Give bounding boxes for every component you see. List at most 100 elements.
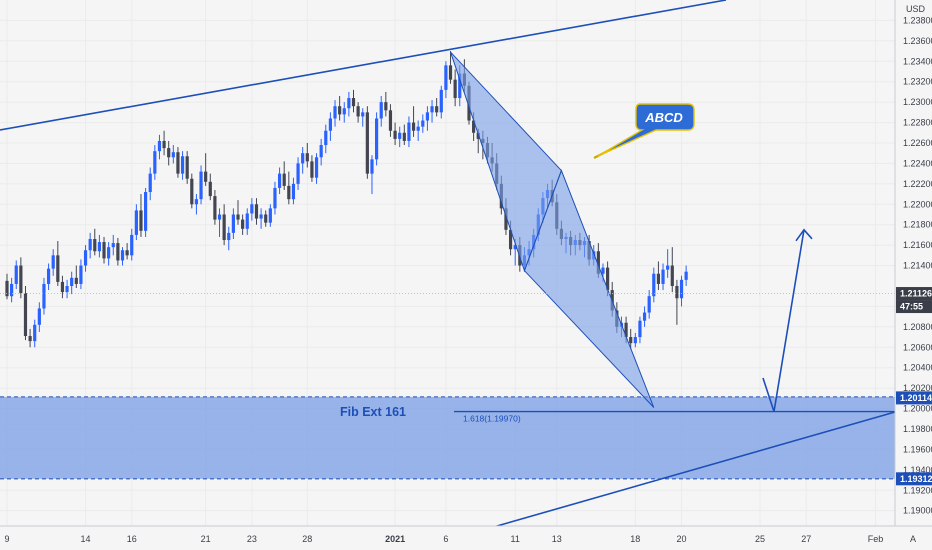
candle-body <box>130 234 134 256</box>
price-tick-label: 1.23200 <box>903 77 932 87</box>
price-tick-label: 1.20200 <box>903 383 932 393</box>
candle-body <box>254 204 259 219</box>
time-tick-label: 14 <box>81 534 91 544</box>
time-tick-label: 6 <box>443 534 448 544</box>
price-tick-label: 1.21600 <box>903 240 932 250</box>
candle-body <box>642 312 647 321</box>
candle-body <box>268 208 272 223</box>
candle-body <box>28 336 32 342</box>
candle-body <box>171 152 175 158</box>
candle-body <box>144 192 148 231</box>
candle-body <box>153 151 157 174</box>
last-price-tag-text: 1.21126 <box>900 289 932 299</box>
candle-body <box>273 187 277 209</box>
candle-body <box>384 102 388 111</box>
candle-body <box>194 199 199 205</box>
candle-body <box>282 173 286 186</box>
candle-body <box>23 293 28 337</box>
candle-body <box>656 273 661 284</box>
time-tick-label: Feb <box>868 534 884 544</box>
candle-body <box>51 255 55 269</box>
candle-body <box>633 337 637 344</box>
candle-body <box>245 213 249 229</box>
candle-body <box>301 153 305 164</box>
candle-body <box>241 219 245 229</box>
price-axis-background <box>895 0 932 550</box>
lower-trendline[interactable] <box>475 411 896 533</box>
support-zone[interactable]: Fib Ext 161 <box>0 396 895 480</box>
candle-body <box>638 320 642 338</box>
candle-body <box>231 214 235 233</box>
candle-body <box>370 159 374 174</box>
candle-body <box>453 79 457 99</box>
price-tick-label: 1.19000 <box>903 506 932 516</box>
time-tick-label: 20 <box>677 534 687 544</box>
candle-body <box>365 112 369 174</box>
price-tick-label: 1.23800 <box>903 15 932 25</box>
price-tick-label: 1.22800 <box>903 118 932 128</box>
candle-body <box>407 122 411 141</box>
candle-body <box>679 279 684 299</box>
candle-body <box>402 132 406 141</box>
candle-body <box>647 296 651 313</box>
candle-body <box>65 285 69 293</box>
pattern-triangle-bcd[interactable] <box>523 169 655 408</box>
time-tick-label: 25 <box>755 534 765 544</box>
candle-body <box>185 156 189 179</box>
projection-path[interactable] <box>762 229 805 412</box>
candle-body <box>324 130 328 146</box>
candle-body <box>277 173 282 188</box>
candle-body <box>513 245 517 250</box>
candle-body <box>661 269 665 284</box>
candle-body <box>356 106 360 117</box>
candle-body <box>88 238 92 251</box>
projection-arrowhead <box>795 228 813 242</box>
candle-body <box>79 265 83 284</box>
price-tick-labels: 1.23800 1.23600 1.23400 1.23200 1.23000 1.228… <box>903 15 932 515</box>
candle-body <box>33 324 37 342</box>
price-tick-label: 1.19200 <box>903 485 932 495</box>
trend-lines[interactable]: 1.618(1.19970) <box>0 0 896 533</box>
candle-body <box>448 65 453 80</box>
abcd-callout[interactable]: ABCD <box>593 103 695 159</box>
candle-body <box>213 196 217 220</box>
candle-body <box>666 265 670 270</box>
zone-bottom-tag-text: 1.19312 <box>900 474 932 484</box>
upper-trendline[interactable] <box>0 0 727 131</box>
candle-body <box>46 268 51 284</box>
abcd-pattern[interactable] <box>450 51 655 408</box>
time-axis-background <box>0 526 932 550</box>
callout-bubble[interactable] <box>597 103 695 157</box>
time-axis[interactable]: 9 14 16 21 23 28 2021 6 11 13 18 20 25 27 Feb A <box>0 525 932 550</box>
time-tick-label: 27 <box>801 534 811 544</box>
candle-body <box>120 250 125 261</box>
price-axis[interactable]: USD 1.238001.236001.234001.232001.230001… <box>894 0 932 550</box>
candle-body <box>116 243 120 261</box>
candle-body <box>83 250 88 266</box>
candle-body <box>476 132 480 139</box>
last-price-tag <box>896 287 932 301</box>
countdown-tag <box>896 300 932 314</box>
price-tick-label: 1.21400 <box>903 261 932 271</box>
candle-body <box>472 120 476 133</box>
candle-body <box>176 152 180 174</box>
candle-body <box>439 89 443 113</box>
candle-body <box>208 181 212 197</box>
candle-body <box>333 106 337 119</box>
support-zone-rect[interactable] <box>0 396 895 479</box>
time-tick-label: 23 <box>247 534 257 544</box>
candle-body <box>684 271 688 280</box>
candle-body <box>508 229 513 250</box>
candle-body <box>167 148 171 158</box>
candle-body <box>319 145 323 158</box>
candle-body <box>393 130 397 139</box>
candle-body <box>5 280 9 297</box>
price-tags: 1.21126 47:55 1.20114 1.19312 <box>896 287 932 486</box>
candle-body <box>180 156 185 174</box>
candle-body <box>93 238 97 252</box>
candle-body <box>338 106 342 115</box>
candle-body <box>60 281 65 293</box>
axis-mode-button[interactable]: A <box>910 534 916 544</box>
